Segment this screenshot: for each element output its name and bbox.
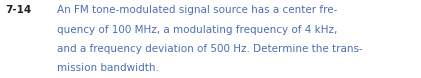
Text: quency of 100 MHz, a modulating frequency of 4 kHz,: quency of 100 MHz, a modulating frequenc… — [57, 25, 337, 35]
Text: 7-14: 7-14 — [5, 5, 32, 15]
Text: and a frequency deviation of 500 Hz. Determine the trans-: and a frequency deviation of 500 Hz. Det… — [57, 44, 362, 54]
Text: An FM tone-modulated signal source has a center fre-: An FM tone-modulated signal source has a… — [57, 5, 337, 15]
Text: mission bandwidth.: mission bandwidth. — [57, 63, 159, 73]
